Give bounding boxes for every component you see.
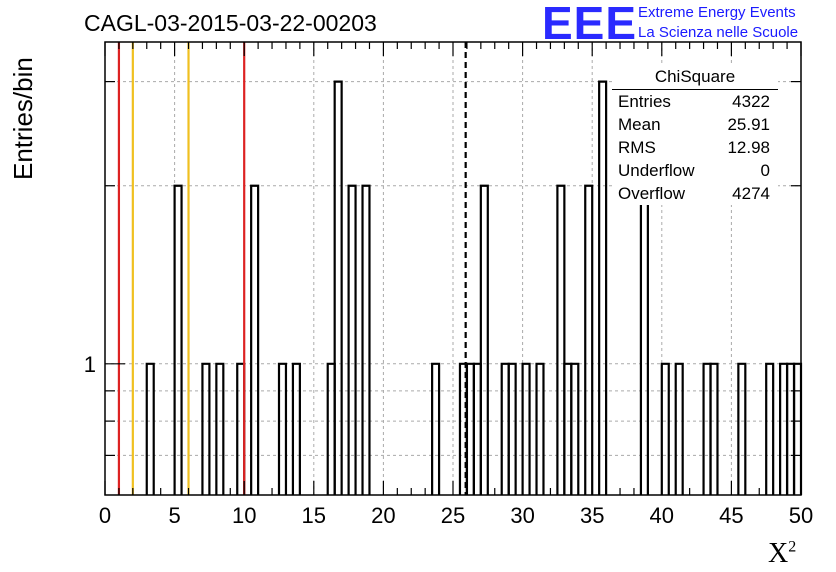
x-tick-label: 20 xyxy=(371,503,395,528)
histogram-bin xyxy=(556,184,566,495)
histogram-bin xyxy=(660,362,670,495)
histogram-bin xyxy=(277,362,288,495)
stats-row-rms: RMS 12.98 xyxy=(612,136,778,159)
x-tick-label: 35 xyxy=(580,503,604,528)
histogram-bin xyxy=(521,362,531,495)
stats-row-mean: Mean 25.91 xyxy=(612,113,778,136)
stats-row-overflow: Overflow 4274 xyxy=(612,182,778,205)
histogram-bin xyxy=(347,184,357,495)
stats-label: Overflow xyxy=(618,184,686,203)
histogram-bin xyxy=(535,362,545,495)
histogram-bin xyxy=(792,362,803,495)
histogram-bin xyxy=(145,362,155,495)
histogram-bin xyxy=(250,184,260,495)
histogram-bin xyxy=(431,362,441,495)
x-tick-label: 15 xyxy=(302,503,326,528)
x-tick-label: 50 xyxy=(789,503,813,528)
logo-line-2: La Scienza nelle Scuole xyxy=(638,24,799,41)
stats-label: Mean xyxy=(618,115,661,134)
y-axis-label: Entries/bin xyxy=(8,57,38,180)
histogram-bin xyxy=(584,184,594,495)
x-tick-label: 40 xyxy=(650,503,674,528)
stats-value: 25.91 xyxy=(727,115,770,134)
histogram-bin xyxy=(709,362,719,495)
stats-value: 4274 xyxy=(732,184,770,203)
marker-lines-layer xyxy=(117,42,467,495)
stats-row-entries: Entries 4322 xyxy=(612,90,778,113)
histogram-bin xyxy=(201,362,211,495)
stats-value: 4322 xyxy=(732,92,770,111)
stats-row-underflow: Underflow 0 xyxy=(612,159,778,182)
x-tick-label: 25 xyxy=(441,503,465,528)
x-axis-label: X2 xyxy=(768,538,796,570)
stats-title: ChiSquare xyxy=(612,66,778,90)
histogram-bin xyxy=(173,184,183,495)
histogram-bin xyxy=(215,362,225,495)
chart-title: CAGL-03-2015-03-22-00203 xyxy=(84,10,377,36)
histogram-bin xyxy=(765,362,775,495)
stats-value: 0 xyxy=(760,161,770,180)
histogram-bin xyxy=(737,362,747,495)
histogram-bin xyxy=(598,80,608,495)
stats-box: ChiSquare Entries 4322 Mean 25.91 RMS 12… xyxy=(612,66,778,205)
histogram-bin xyxy=(570,362,580,495)
stats-label: RMS xyxy=(618,138,656,157)
x-tick-label: 5 xyxy=(168,503,180,528)
x-tick-label: 0 xyxy=(99,503,111,528)
x-axis-label-text: X xyxy=(768,538,789,569)
stats-value: 12.98 xyxy=(727,138,770,157)
tick-labels-layer: 0 5 10 15 20 25 30 35 40 45 50 1 xyxy=(84,352,813,528)
histogram-bin xyxy=(291,362,301,495)
histogram-bin xyxy=(479,184,489,495)
histogram-bin xyxy=(674,362,684,495)
axis-layer xyxy=(104,41,802,496)
eee-logo: EEE xyxy=(542,0,638,49)
x-tick-label: 30 xyxy=(510,503,534,528)
x-tick-label: 10 xyxy=(232,503,256,528)
histogram-bin xyxy=(333,80,343,495)
histogram-bin xyxy=(361,184,371,495)
logo-line-1: Extreme Energy Events xyxy=(638,4,796,21)
x-axis-label-superscript: 2 xyxy=(788,538,797,556)
y-tick-label: 1 xyxy=(84,352,96,377)
stats-label: Underflow xyxy=(618,161,695,180)
stats-label: Entries xyxy=(618,92,671,111)
histogram-bin xyxy=(507,362,517,495)
x-tick-label: 45 xyxy=(719,503,743,528)
